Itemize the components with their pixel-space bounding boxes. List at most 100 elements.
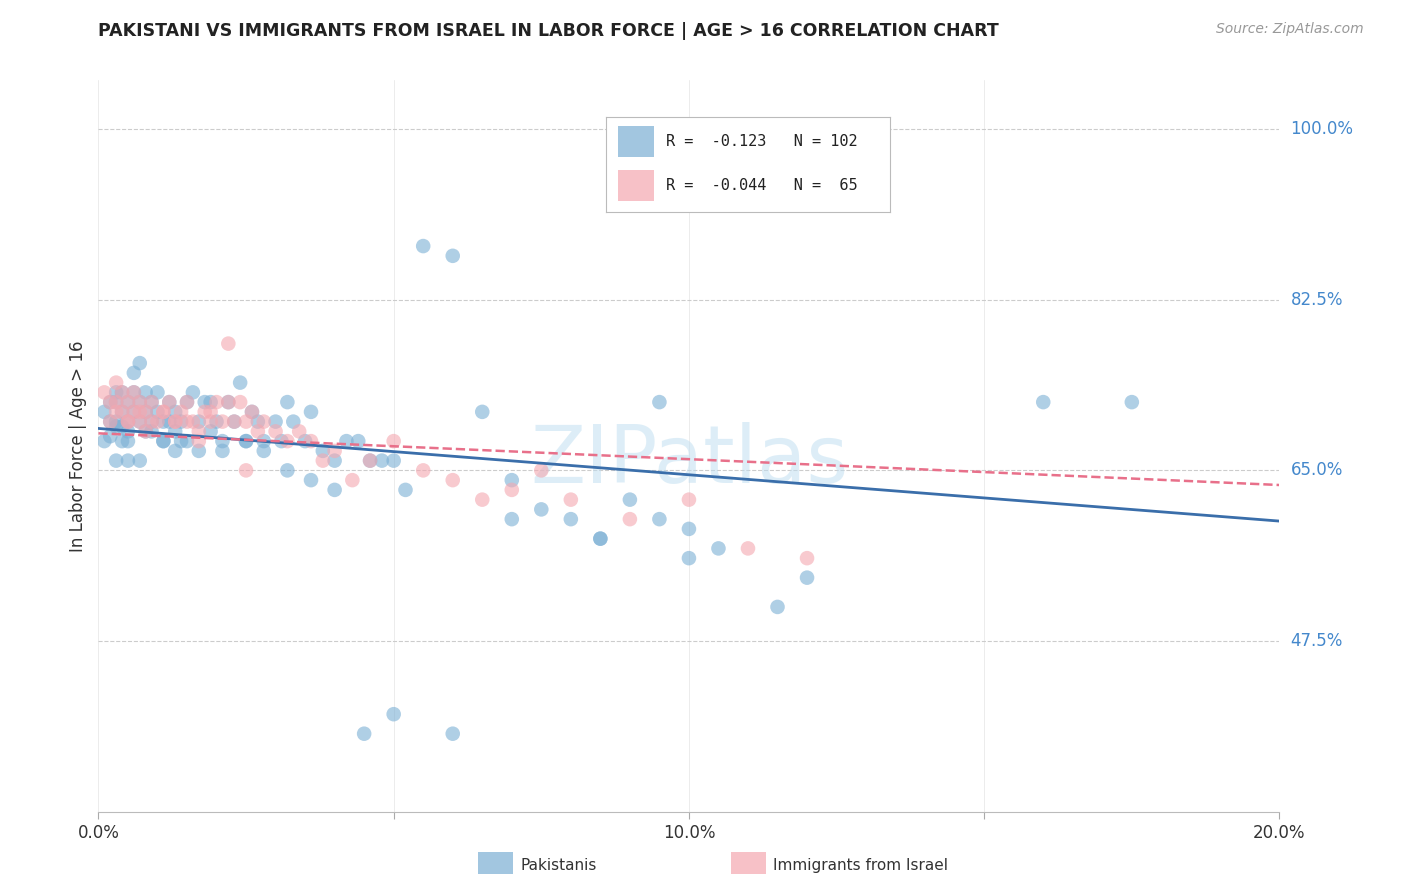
Point	[312, 453, 335, 467]
Point	[105, 395, 128, 409]
Point	[471, 405, 494, 419]
Point	[152, 405, 174, 419]
Point	[141, 425, 163, 439]
Point	[359, 453, 381, 467]
Point	[678, 551, 700, 566]
Point	[229, 395, 252, 409]
Point	[98, 429, 121, 443]
Point	[98, 395, 121, 409]
Point	[135, 425, 157, 439]
Point	[194, 405, 217, 419]
Text: ZIPatlas: ZIPatlas	[530, 422, 848, 500]
Point	[441, 473, 464, 487]
Point	[235, 434, 257, 449]
Point	[98, 395, 121, 409]
Text: 82.5%: 82.5%	[1291, 291, 1343, 309]
Point	[105, 453, 128, 467]
Point	[619, 512, 641, 526]
Point	[382, 453, 405, 467]
Text: R =  -0.044   N =  65: R = -0.044 N = 65	[666, 178, 858, 193]
Point	[170, 405, 193, 419]
Point	[105, 419, 128, 434]
Point	[299, 473, 322, 487]
Point	[246, 415, 269, 429]
Point	[176, 395, 198, 409]
Point	[796, 551, 818, 566]
Text: 65.0%: 65.0%	[1291, 461, 1343, 479]
Point	[648, 512, 671, 526]
Point	[157, 395, 180, 409]
Point	[128, 356, 150, 370]
Point	[229, 376, 252, 390]
Point	[135, 405, 157, 419]
Text: Pakistanis: Pakistanis	[520, 858, 596, 872]
Point	[165, 405, 187, 419]
Point	[128, 405, 150, 419]
Point	[589, 532, 612, 546]
Point	[707, 541, 730, 556]
Point	[501, 473, 523, 487]
Point	[146, 385, 169, 400]
Point	[200, 405, 222, 419]
Point	[347, 434, 370, 449]
Point	[530, 463, 553, 477]
Point	[205, 395, 228, 409]
Point	[224, 415, 246, 429]
Point	[253, 443, 276, 458]
Point	[135, 385, 157, 400]
Point	[152, 434, 174, 449]
Point	[246, 425, 269, 439]
Point	[128, 415, 150, 429]
Point	[359, 453, 381, 467]
Point	[501, 483, 523, 497]
Point	[240, 405, 263, 419]
Text: PAKISTANI VS IMMIGRANTS FROM ISRAEL IN LABOR FORCE | AGE > 16 CORRELATION CHART: PAKISTANI VS IMMIGRANTS FROM ISRAEL IN L…	[98, 22, 1000, 40]
Point	[117, 395, 139, 409]
Point	[152, 434, 174, 449]
Point	[371, 453, 394, 467]
Point	[276, 434, 298, 449]
Point	[165, 425, 187, 439]
Point	[253, 434, 276, 449]
Point	[128, 453, 150, 467]
Point	[323, 453, 346, 467]
Point	[176, 434, 198, 449]
Point	[117, 415, 139, 429]
Point	[264, 425, 287, 439]
Point	[187, 443, 209, 458]
Point	[152, 415, 174, 429]
Point	[471, 492, 494, 507]
Point	[678, 492, 700, 507]
Point	[217, 336, 239, 351]
Point	[224, 415, 246, 429]
Point	[382, 434, 405, 449]
Point	[152, 405, 174, 419]
Point	[157, 395, 180, 409]
Point	[211, 434, 233, 449]
Point	[122, 385, 145, 400]
Point	[122, 405, 145, 419]
Point	[181, 385, 204, 400]
Point	[648, 395, 671, 409]
Point	[441, 249, 464, 263]
Point	[200, 415, 222, 429]
Point	[117, 395, 139, 409]
Point	[205, 415, 228, 429]
Point	[122, 385, 145, 400]
Point	[105, 385, 128, 400]
Text: Source: ZipAtlas.com: Source: ZipAtlas.com	[1216, 22, 1364, 37]
Point	[146, 405, 169, 419]
Point	[141, 415, 163, 429]
Point	[323, 443, 346, 458]
Y-axis label: In Labor Force | Age > 16: In Labor Force | Age > 16	[69, 340, 87, 552]
Point	[176, 415, 198, 429]
Point	[105, 376, 128, 390]
Point	[530, 502, 553, 516]
Point	[353, 727, 375, 741]
Point	[128, 395, 150, 409]
Point	[128, 415, 150, 429]
Point	[299, 405, 322, 419]
Point	[93, 405, 115, 419]
Point	[235, 434, 257, 449]
Point	[128, 395, 150, 409]
